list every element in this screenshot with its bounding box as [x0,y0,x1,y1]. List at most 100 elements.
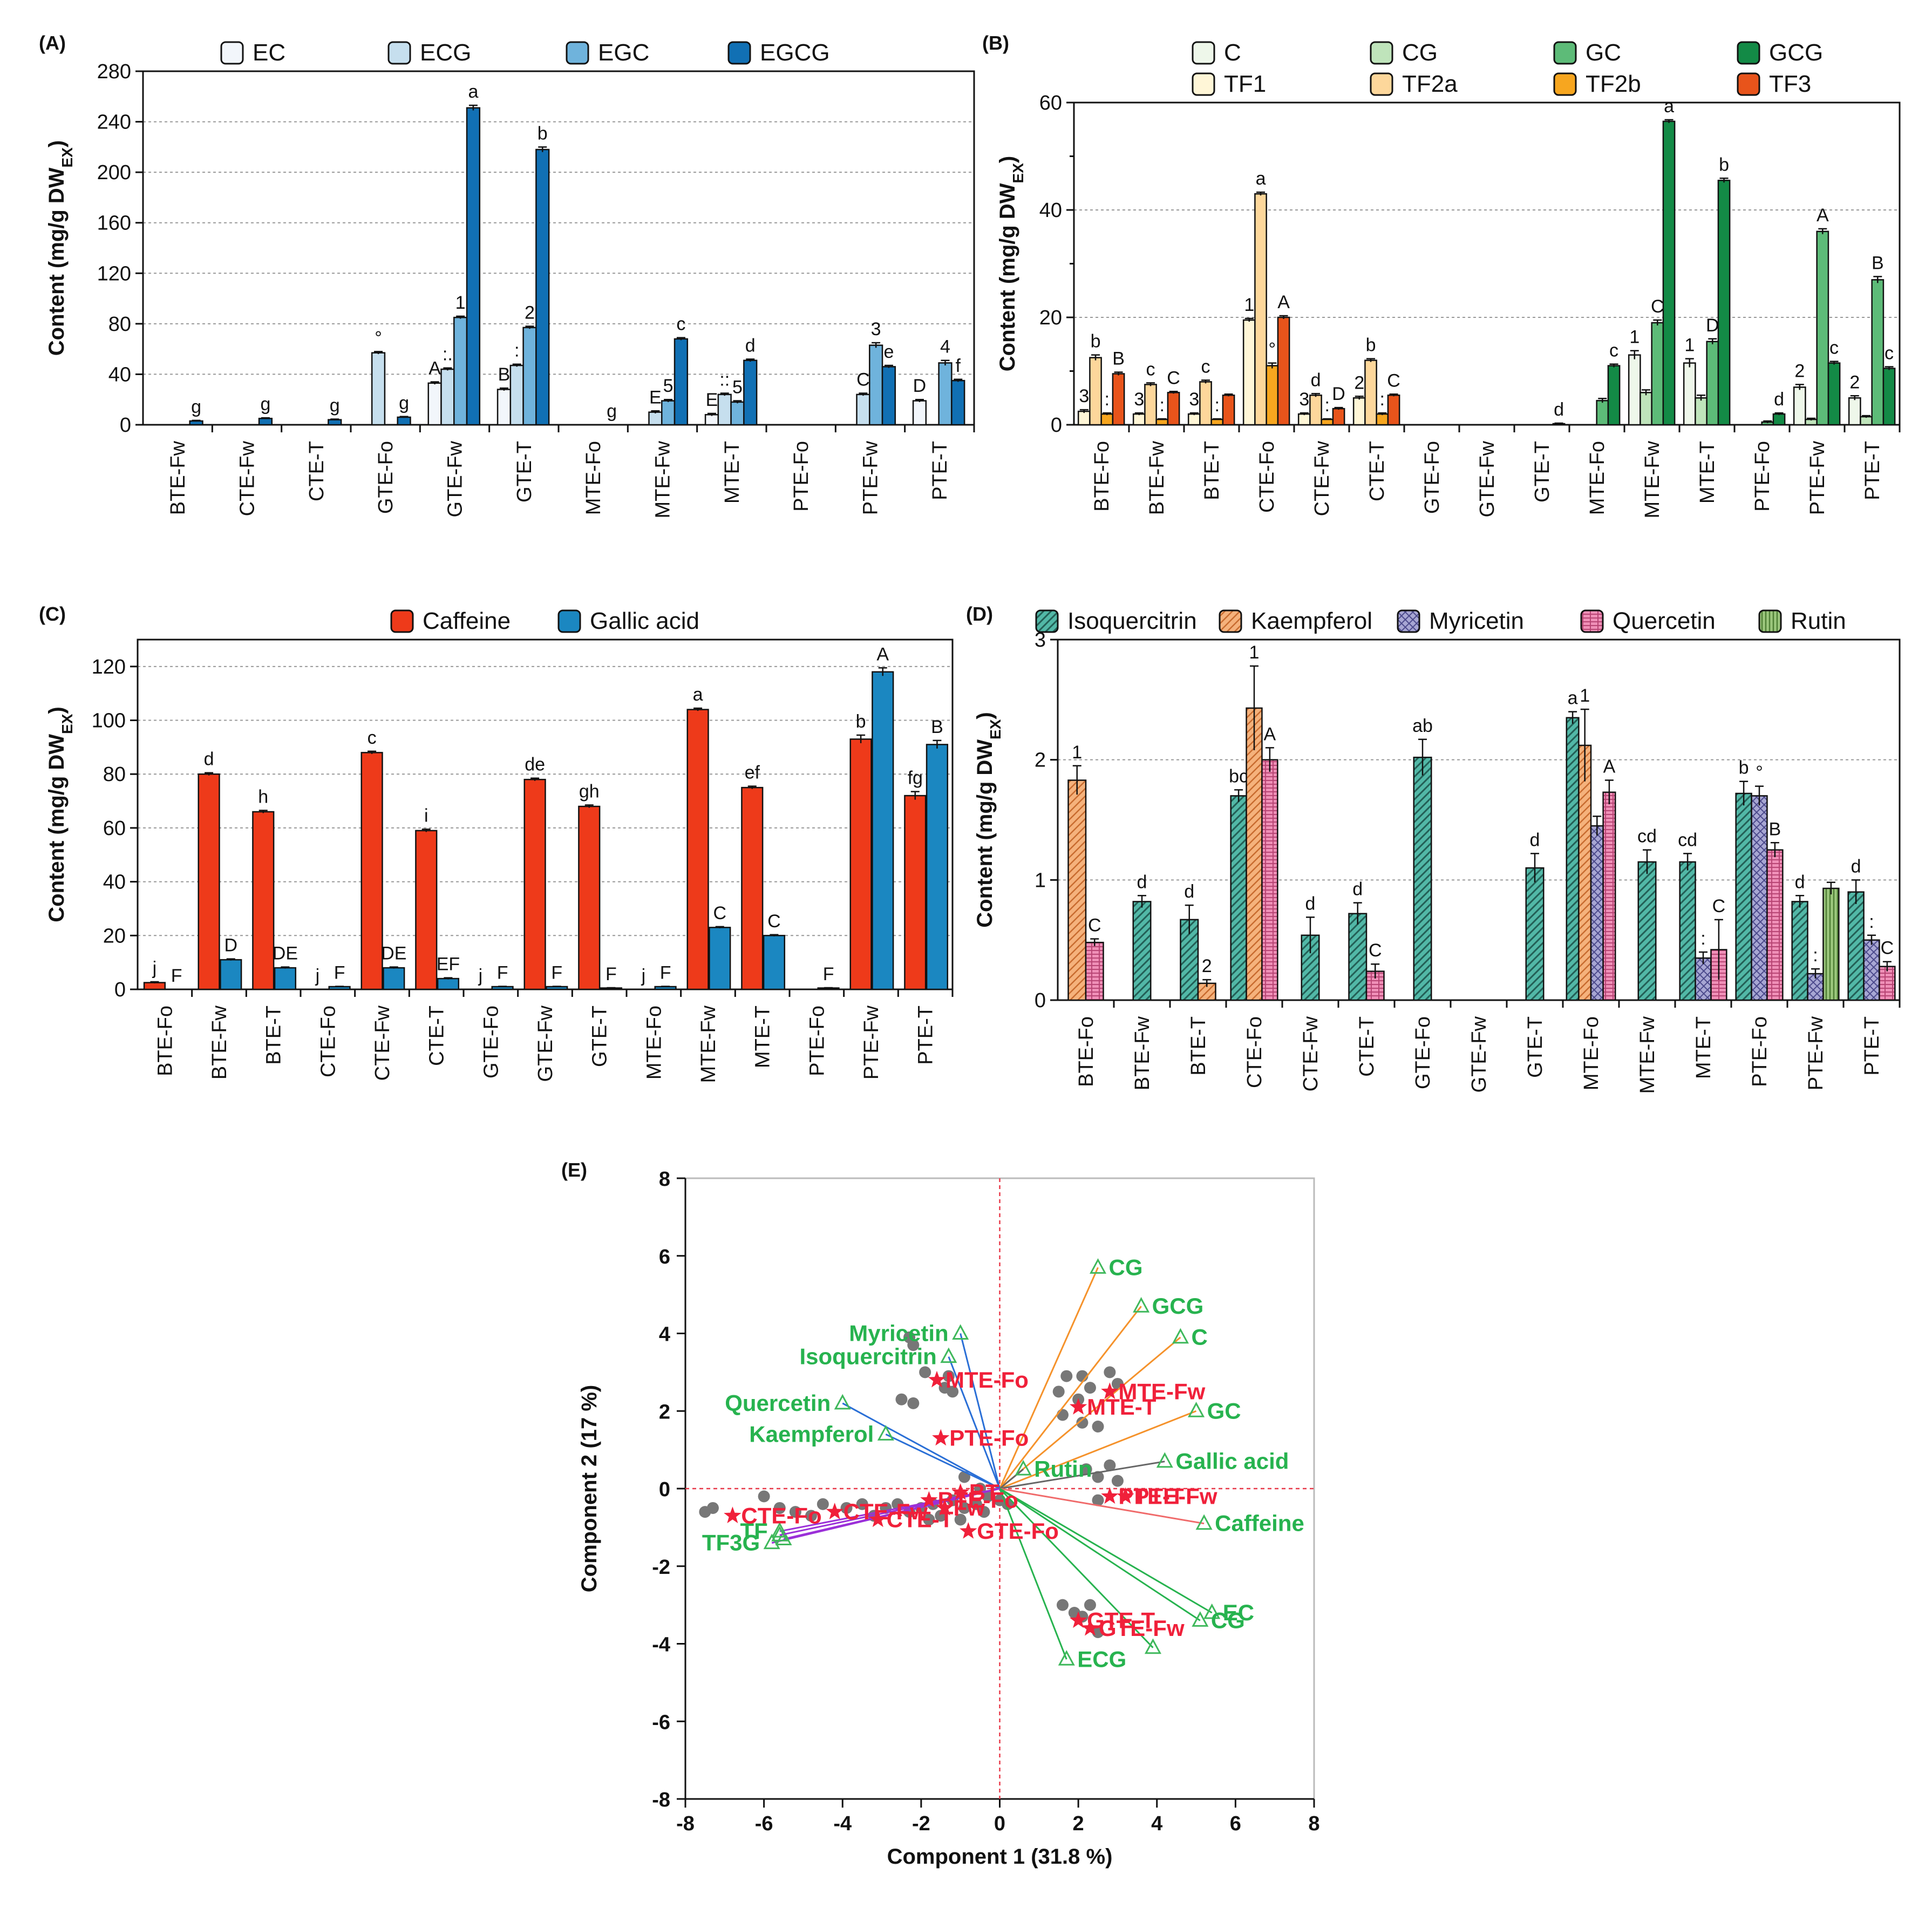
d-mte-t-myricetin-significance-label: : [1700,928,1705,949]
sample-point [1080,1463,1092,1476]
x-category-label: CTE-Fo [317,1006,339,1077]
a-mte-fw-egcg-bar [674,338,689,426]
legend-label-rutin: Rutin [1791,608,1846,634]
loading-vector-quercetin [842,1402,1001,1490]
loading-label-ec: EC [1223,1600,1254,1625]
x-tick-label: -6 [755,1812,773,1835]
loading-marker-c [1172,1328,1189,1344]
b-bte-t-tf2b-bar [1210,418,1224,426]
loading-marker-quercetin [834,1394,851,1410]
a-mte-t-egc-bar [730,401,745,426]
sample-label-mte-fo: MTE-Fo [945,1367,1029,1393]
x-category-label: MTE-T [752,1006,774,1068]
legend-swatch-myricetin [1397,609,1420,633]
b-bte-fo-tf2a-bar [1089,357,1102,426]
loading-vector-ecg [999,1488,1067,1660]
a-cte-t-egcg-bar [328,419,342,426]
b-bte-fo-tf2b-significance-label: : [1105,389,1110,410]
y-tick-label: 160 [97,212,131,235]
sample-label-bte-fw: Fw [954,1495,985,1520]
a-mte-fw-ecg-bar [648,411,663,426]
a-cte-fw-egcg-bar [258,418,273,426]
x-category-label: CTE-Fo [1243,1016,1266,1088]
x-category-label: PTE-T [1861,1016,1883,1076]
b-mte-t-cg-bar [1695,397,1707,426]
c-mte-fo-gallic-acid-significance-label: F [660,963,671,983]
x-category-label: GTE-Fo [480,1006,502,1078]
a-gte-t-ec-significance-label: B [498,364,511,385]
b-mte-fo-gcg-significance-label: c [1609,341,1618,361]
d-gte-fo-isoquercitrin-significance-label: ab [1412,716,1433,736]
sample-label-cte-fo: CTE-Fo [741,1503,821,1528]
d-mte-fo-quercetin-bar [1602,791,1616,1001]
loading-vector-egc [999,1488,1201,1621]
legend-swatch-gc [1553,41,1577,65]
loading-label-tf3: TF3G [702,1530,760,1556]
sample-point [1084,1382,1096,1394]
sample-point [907,1339,920,1352]
c-gte-fo-gallic-acid-significance-label: F [497,963,508,983]
sample-point [1084,1599,1096,1611]
b-mte-fw-c-bar [1628,354,1641,426]
d-mte-fo-kaempferol-significance-label: 1 [1580,685,1590,706]
a-gte-fw-ec-significance-label: A [428,358,441,378]
b-bte-fw-tf2b-bar [1155,418,1169,426]
a-gte-fo-egcg-significance-label: g [399,393,409,413]
d-cte-t-isoquercitrin-bar [1348,913,1368,1001]
d-mte-t-quercetin-significance-label: C [1712,896,1726,916]
legend-swatch-egc [566,41,589,65]
b-bte-t-tf2a-bar [1199,381,1212,426]
b-pte-t-c-bar [1848,397,1861,426]
a-mte-t-ecg-significance-label: :: [719,370,730,390]
x-category-label: BTE-Fw [208,1005,231,1079]
sample-star-pte-fw [1117,1487,1134,1504]
legend-label-gc: GC [1586,39,1621,66]
b-pte-fw-c-significance-label: 2 [1794,361,1805,381]
sample-point [895,1393,908,1405]
b-bte-fw-tf2b-significance-label: : [1160,395,1165,416]
x-category-label: CTE-Fw [1300,1016,1322,1091]
panel-e: (E) -8 -6 -4 -2 0 2 4 6 8 -8 -6 -4 -2 0 2 4 6 8 Component 1… [561,1159,1320,1869]
sample-star-pte-t [1101,1487,1119,1504]
legend-swatch-c [1192,41,1215,65]
sample-point [1111,1475,1124,1487]
y-tick-label: 200 [97,161,131,184]
sample-star-cte-fw [826,1503,843,1519]
y-tick-label: 100 [92,710,126,732]
x-category-label: GTE-Fo [1412,1016,1434,1089]
b-pte-fw-gc-significance-label: A [1817,205,1829,226]
legend-label-egcg: EGCG [760,39,830,66]
b-bte-fw-tf3-significance-label: C [1167,368,1180,388]
sample-star-bte-fw [936,1498,954,1516]
sample-star-cte-fo [724,1506,741,1524]
y-axis-title-main: Content (mg/g DW [973,739,997,928]
d-bte-fw-isoquercitrin-bar [1132,901,1152,1001]
a-pte-fw-egc-bar [869,344,883,426]
panel-label-e: (E) [561,1159,587,1181]
b-cte-fw-tf2b-bar [1321,418,1334,426]
sample-star-cte-t [869,1510,887,1527]
loading-vector-kaempferol [885,1434,1001,1490]
d-cte-fw-isoquercitrin-significance-label: d [1305,893,1316,914]
d-pte-fw-rutin-bar [1822,887,1840,1001]
x-category-label: GTE-T [1531,441,1554,502]
a-pte-fw-egc-significance-label: 3 [871,319,881,339]
sample-point [935,1510,947,1522]
y-tick-label: 120 [92,656,126,678]
y-tick-label: 240 [97,111,131,134]
legend-swatch-rutin [1758,609,1782,633]
x-category-label: BTE-T [1187,1016,1210,1076]
x-axis-title: Component 1 (31.8 %) [887,1845,1113,1869]
y-tick-label: 60 [103,817,126,840]
d-mte-fo-isoquercitrin-bar [1566,717,1580,1001]
sample-label-bte-fo: BTE-Fo [937,1488,1018,1513]
b-mte-fw-gcg-bar [1662,120,1676,426]
x-tick-label: 2 [1073,1812,1084,1835]
loading-marker-gallic-acid [1156,1452,1173,1468]
b-mte-t-gc-significance-label: D [1706,315,1719,336]
y-tick-label: -2 [652,1556,670,1579]
b-bte-t-tf3-bar [1222,395,1235,426]
x-category-label: PTE-Fo [806,1006,828,1076]
x-category-label: MTE-T [721,441,744,504]
y-tick-label: 60 [1039,92,1062,114]
